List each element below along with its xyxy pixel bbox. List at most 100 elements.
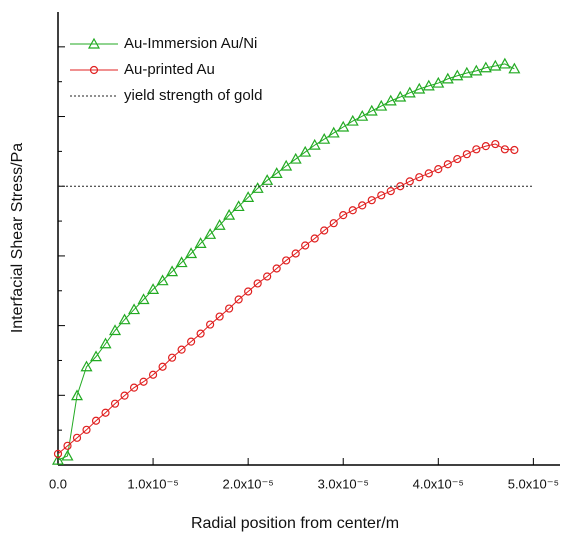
- circle-marker: [367, 196, 376, 205]
- triangle-marker: [80, 360, 93, 372]
- legend-label: Au-Immersion Au/Ni: [124, 35, 257, 52]
- series-line: [57, 143, 515, 455]
- circle-marker: [272, 264, 281, 273]
- triangle-marker: [346, 114, 359, 126]
- triangle-marker: [128, 303, 141, 315]
- triangle-marker: [384, 94, 397, 106]
- series-line: [57, 63, 515, 461]
- circle-marker: [291, 249, 300, 258]
- triangle-marker: [470, 64, 483, 76]
- circle-marker: [72, 433, 82, 442]
- circle-marker: [167, 353, 177, 362]
- circle-marker: [110, 399, 120, 408]
- triangle-marker: [441, 72, 454, 84]
- circle-marker: [443, 160, 452, 169]
- triangle-marker: [137, 293, 150, 305]
- circle-marker: [63, 441, 72, 450]
- circle-marker: [225, 304, 234, 313]
- circle-marker: [89, 65, 99, 75]
- circle-marker: [91, 416, 101, 425]
- x-tick-label: 5.0x10⁻⁵: [508, 476, 559, 491]
- circle-marker: [101, 408, 110, 417]
- circle-marker: [377, 191, 386, 200]
- circle-marker: [158, 362, 167, 371]
- triangle-marker: [394, 90, 407, 102]
- triangle-marker: [204, 228, 217, 239]
- triangle-marker: [147, 283, 160, 294]
- triangle-marker: [251, 182, 264, 193]
- circle-marker: [462, 150, 471, 159]
- circle-marker: [491, 139, 500, 149]
- triangle-marker: [337, 120, 350, 132]
- circle-marker: [215, 312, 224, 321]
- circle-marker: [177, 345, 186, 354]
- circle-marker: [253, 279, 262, 288]
- circle-marker: [53, 449, 63, 458]
- circle-marker: [405, 177, 414, 186]
- circle-marker: [196, 329, 205, 338]
- triangle-marker: [451, 69, 464, 81]
- circle-marker: [244, 287, 253, 296]
- x-axis-title: Radial position from center/m: [191, 515, 399, 532]
- triangle-marker: [308, 138, 321, 150]
- circle-marker: [500, 145, 509, 154]
- circle-marker: [234, 295, 243, 304]
- triangle-marker: [299, 145, 312, 157]
- circle-marker: [386, 187, 395, 196]
- triangle-marker: [70, 389, 84, 401]
- triangle-marker: [508, 62, 521, 74]
- triangle-marker: [87, 37, 101, 49]
- circle-marker: [424, 169, 433, 178]
- x-tick-label: 2.0x10⁻⁵: [223, 476, 274, 491]
- triangle-marker: [51, 453, 65, 465]
- triangle-marker: [327, 126, 340, 138]
- triangle-marker: [213, 219, 226, 230]
- circle-marker: [310, 234, 319, 243]
- circle-marker: [434, 165, 443, 174]
- x-tick-label: 3.0x10⁻⁵: [318, 476, 369, 491]
- circle-marker: [301, 241, 310, 250]
- circle-marker: [206, 320, 215, 329]
- triangle-marker: [280, 159, 293, 171]
- triangle-marker: [432, 76, 445, 88]
- circle-marker: [129, 383, 139, 392]
- circle-marker: [415, 173, 424, 182]
- circle-marker: [339, 211, 348, 220]
- circle-marker: [358, 201, 367, 210]
- circle-marker: [263, 272, 272, 281]
- triangle-marker: [498, 57, 511, 69]
- circle-marker: [187, 337, 196, 346]
- x-tick-label: 4.0x10⁻⁵: [413, 476, 464, 491]
- triangle-marker: [109, 324, 122, 336]
- triangle-marker: [166, 265, 179, 277]
- triangle-marker: [61, 449, 74, 461]
- triangle-marker: [90, 350, 103, 362]
- circle-marker: [348, 206, 357, 215]
- triangle-marker: [185, 247, 198, 259]
- circle-marker: [472, 145, 481, 154]
- triangle-marker: [270, 167, 283, 178]
- triangle-marker: [194, 237, 207, 248]
- triangle-marker: [413, 82, 426, 94]
- triangle-marker: [460, 66, 473, 78]
- triangle-marker: [489, 59, 502, 71]
- triangle-marker: [422, 79, 435, 91]
- triangle-marker: [375, 99, 388, 111]
- triangle-marker: [118, 313, 131, 325]
- legend-label: yield strength of gold: [124, 87, 262, 104]
- triangle-marker: [356, 109, 369, 121]
- triangle-marker: [242, 191, 255, 202]
- triangle-marker: [261, 174, 274, 185]
- triangle-marker: [223, 208, 236, 220]
- triangle-marker: [175, 256, 188, 268]
- triangle-marker: [403, 86, 416, 98]
- circle-marker: [320, 226, 329, 235]
- triangle-marker: [232, 200, 245, 212]
- circle-marker: [148, 370, 158, 379]
- triangle-marker: [479, 61, 492, 73]
- triangle-marker: [156, 274, 169, 286]
- triangle-marker: [99, 337, 112, 349]
- circle-marker: [481, 142, 490, 151]
- x-tick-label: 1.0x10⁻⁵: [127, 476, 178, 491]
